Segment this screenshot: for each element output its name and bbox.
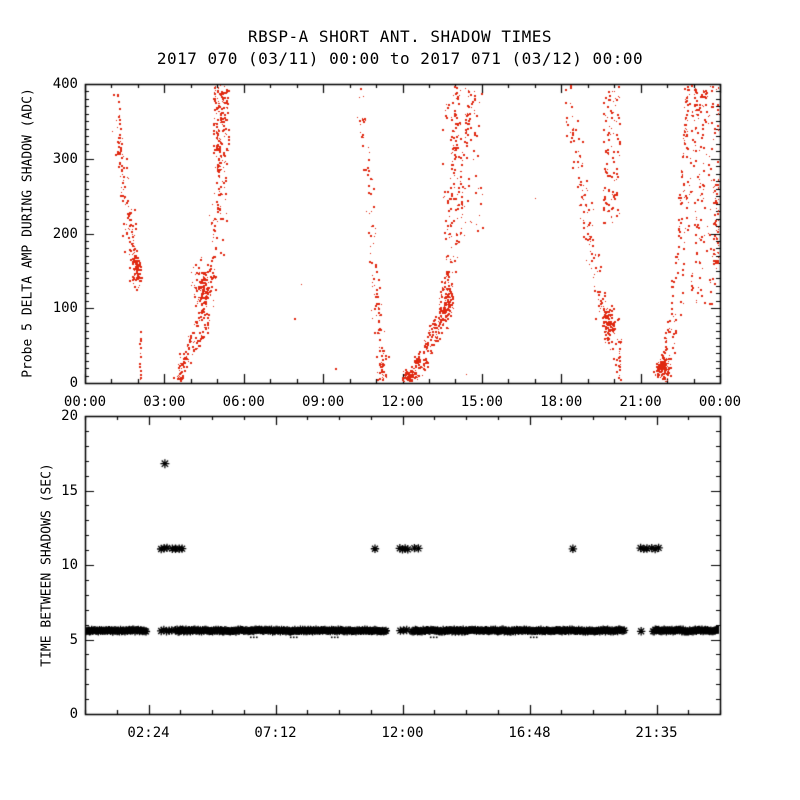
chart-title: RBSP-A SHORT ANT. SHADOW TIMES (248, 27, 552, 46)
tick-label: 21:00 (619, 394, 662, 410)
tick-label: 400 (52, 76, 78, 92)
tick-label: 16:48 (508, 725, 551, 741)
tick-label: 0 (69, 706, 78, 722)
tick-label: 20 (61, 408, 78, 424)
tick-label: 00:00 (63, 394, 107, 410)
tick-label: 300 (52, 150, 78, 167)
tick-label: 06:00 (222, 394, 265, 410)
tick-label: 15 (61, 482, 78, 499)
tick-label: 03:00 (143, 394, 186, 410)
tick-label: 5 (69, 631, 78, 648)
tick-label: 12:00 (381, 394, 424, 410)
tick-label: 15:00 (460, 394, 503, 410)
tick-label: 00:00 (698, 394, 742, 410)
tick-label: 100 (52, 300, 78, 317)
bottom-y-axis-title: TIME BETWEEN SHADOWS (SEC) (39, 463, 55, 667)
tick-label: 07:12 (254, 725, 297, 741)
tick-label: 18:00 (540, 394, 583, 410)
tick-label: 21:35 (635, 725, 678, 741)
chart-subtitle: 2017 070 (03/11) 00:00 to 2017 071 (03/1… (156, 49, 644, 68)
tick-label: 200 (52, 225, 78, 242)
tick-label: 09:00 (302, 394, 345, 410)
tick-label: 10 (61, 557, 78, 573)
tick-label: 12:00 (381, 725, 424, 741)
tick-label: 02:24 (127, 725, 170, 741)
tick-label: 0 (69, 375, 78, 391)
top-y-axis-title: Probe 5 DELTA AMP DURING SHADOW (ADC) (20, 88, 36, 378)
